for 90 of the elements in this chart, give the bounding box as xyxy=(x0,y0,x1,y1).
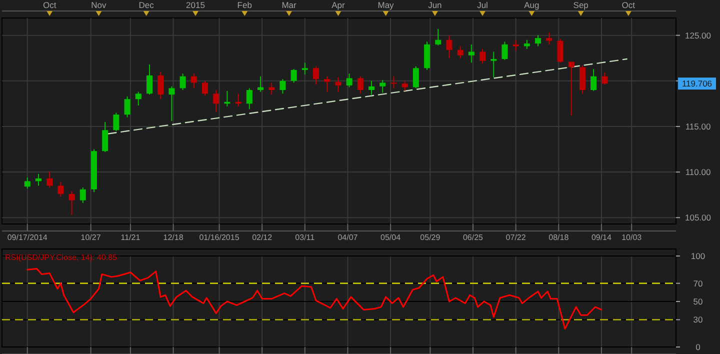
x2-tick-label: May xyxy=(378,0,395,10)
text: 119.706 xyxy=(682,78,712,89)
x-tick-label: 10/27 xyxy=(80,233,102,242)
x-tick-label: 11/21 xyxy=(120,233,141,242)
x2-tick-label: Oct xyxy=(622,0,636,10)
candlestick xyxy=(158,71,164,100)
x2-tick-label: Dec xyxy=(138,0,155,10)
y-tick-label: 0 xyxy=(696,342,701,352)
candlestick xyxy=(46,170,53,188)
candlestick xyxy=(124,96,130,118)
y-tick-label: 115.00 xyxy=(685,121,711,132)
x2-tick-label: Sep xyxy=(573,0,589,10)
x-tick-label: 06/25 xyxy=(462,233,484,242)
x-tick-label: 01/16/2015 xyxy=(199,233,240,242)
candlestick xyxy=(546,32,552,45)
candlestick xyxy=(368,80,375,96)
candlestick xyxy=(146,64,152,96)
candlestick xyxy=(280,78,286,94)
candlestick xyxy=(402,80,408,92)
x2-tick-label: 2015 xyxy=(186,0,206,10)
y-tick-label: 70 xyxy=(693,278,703,288)
candlestick xyxy=(524,39,530,50)
x-tick-label: 10/03 xyxy=(622,233,642,242)
y-tick-label: 100 xyxy=(690,251,706,261)
candlestick xyxy=(346,73,352,88)
x-tick-label: 02/12 xyxy=(252,233,273,242)
candlestick xyxy=(180,73,186,91)
x2-tick-label: Nov xyxy=(91,0,108,10)
candlestick xyxy=(102,121,108,152)
candlestick xyxy=(412,66,419,89)
candlestick xyxy=(602,72,608,86)
candlestick xyxy=(457,46,464,59)
candlestick xyxy=(58,182,64,198)
x2-tick-label: Aug xyxy=(524,0,540,10)
candlestick xyxy=(357,76,364,94)
x-tick-label: 09/17/2014 xyxy=(7,233,48,242)
candlestick xyxy=(502,41,508,60)
chart-title: RSI(USD/JPY.Close, 14): 40.85 xyxy=(5,253,118,262)
x2-tick-label: Mar xyxy=(282,0,297,10)
candlestick xyxy=(324,76,330,92)
candlestick xyxy=(390,76,397,89)
x-tick-label: 05/29 xyxy=(420,233,441,242)
candlestick xyxy=(168,86,175,122)
candlestick xyxy=(535,34,542,47)
candlestick xyxy=(246,88,252,110)
candlestick xyxy=(258,76,264,92)
y-tick-label: 125.00 xyxy=(685,30,712,40)
line-series xyxy=(26,268,602,330)
candlestick xyxy=(490,51,497,78)
x2-tick-label: Apr xyxy=(332,0,345,10)
x-tick-label: 05/04 xyxy=(380,233,402,242)
candlestick xyxy=(424,41,430,70)
candlestick xyxy=(268,82,275,96)
x-tick-label: 08/18 xyxy=(548,233,570,242)
candlestick xyxy=(512,39,519,52)
candlestick xyxy=(290,68,297,84)
x-tick-label: 03/11 xyxy=(295,233,316,242)
candlestick xyxy=(202,80,208,96)
candlestick xyxy=(313,66,320,86)
candlestick xyxy=(113,112,120,132)
candlestick xyxy=(380,79,386,94)
candlestick xyxy=(302,62,308,76)
candlestick xyxy=(335,76,342,92)
x-tick-label: 07/22 xyxy=(506,233,526,242)
x2-tick-label: Jun xyxy=(428,0,442,10)
y-tick-label: 50 xyxy=(693,296,703,306)
candlestick xyxy=(446,34,452,59)
candlestick xyxy=(213,90,220,112)
candlestick xyxy=(557,38,564,64)
candlestick xyxy=(590,68,597,92)
candlestick xyxy=(435,28,442,46)
candlestick xyxy=(468,44,474,64)
candlestick xyxy=(579,64,586,94)
candlestick xyxy=(80,187,86,204)
candlestick xyxy=(68,190,75,216)
y-tick-label: 110.00 xyxy=(685,167,711,178)
candlestick xyxy=(480,48,486,64)
candlestick xyxy=(568,61,574,116)
x-tick-label: 12/18 xyxy=(163,233,184,242)
y-tick-label: 30 xyxy=(693,314,703,325)
candlestick xyxy=(24,177,30,189)
x2-tick-label: Oct xyxy=(42,0,57,10)
candlestick xyxy=(35,173,42,186)
candlestick xyxy=(135,91,142,106)
x-tick-label: 09/14 xyxy=(591,233,612,242)
candlestick xyxy=(190,73,197,89)
y-tick-label: 105.00 xyxy=(685,212,712,223)
x2-tick-label: Feb xyxy=(237,0,252,10)
x-tick-label: 04/07 xyxy=(338,233,358,242)
x2-tick-label: Jul xyxy=(477,0,488,10)
